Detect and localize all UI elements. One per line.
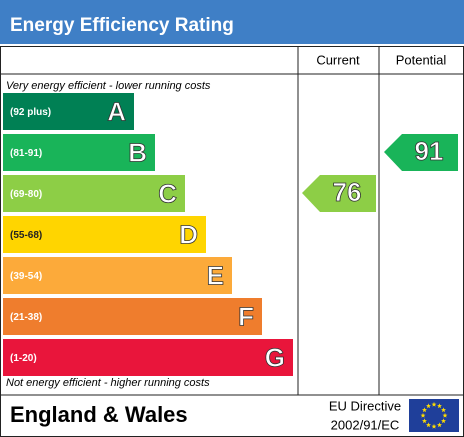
band-bar xyxy=(3,298,262,335)
flag-star xyxy=(437,422,442,428)
band-letter: G xyxy=(265,342,285,372)
flag-star xyxy=(431,401,437,407)
band-letter: C xyxy=(158,178,177,208)
flag-star xyxy=(420,412,426,418)
current-arrow xyxy=(302,175,376,212)
flag-star xyxy=(442,412,448,418)
current-rating: 76 xyxy=(333,177,362,207)
band-letter: E xyxy=(207,260,224,290)
title: Energy Efficiency Rating xyxy=(10,15,234,36)
flag-star xyxy=(426,422,431,428)
band-bar xyxy=(3,134,155,171)
band-bar xyxy=(3,257,232,294)
column-header: Current xyxy=(316,52,360,67)
flag-star xyxy=(422,407,427,413)
band-range: (55-68) xyxy=(10,230,42,241)
flag-star xyxy=(431,423,437,429)
flag-star xyxy=(441,418,446,424)
band-range: (92 plus) xyxy=(10,107,51,118)
band-range: (1-20) xyxy=(10,353,37,364)
band-letter: D xyxy=(179,219,198,249)
band-letter: F xyxy=(238,301,254,331)
band-letter: A xyxy=(107,96,126,126)
band-range: (39-54) xyxy=(10,271,42,282)
flag-star xyxy=(426,403,431,409)
potential-arrow xyxy=(384,134,458,171)
band-bar xyxy=(3,175,185,212)
directive: 2002/91/EC xyxy=(331,417,400,432)
flag-star xyxy=(422,418,427,424)
region: England & Wales xyxy=(10,402,188,427)
band-bar xyxy=(3,93,134,130)
band-letter: B xyxy=(128,137,147,167)
band-range: (21-38) xyxy=(10,312,42,323)
band-bar xyxy=(3,339,293,376)
bottom-note: Not energy efficient - higher running co… xyxy=(6,377,210,389)
potential-rating: 91 xyxy=(415,136,444,166)
band-bar xyxy=(3,216,206,253)
directive: EU Directive xyxy=(329,398,401,413)
band-range: (69-80) xyxy=(10,189,42,200)
flag-star xyxy=(441,407,446,413)
top-note: Very energy efficient - lower running co… xyxy=(6,80,211,92)
flag-star xyxy=(437,403,442,409)
band-range: (81-91) xyxy=(10,148,42,159)
header-bar xyxy=(0,0,464,44)
column-header: Potential xyxy=(396,52,447,67)
